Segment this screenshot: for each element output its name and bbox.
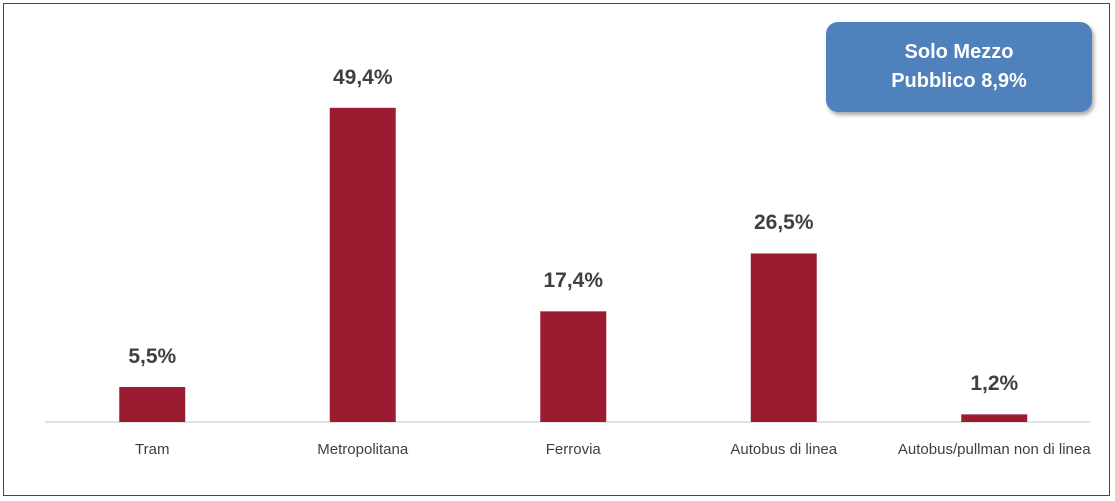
x-tick-label: Ferrovia (545, 441, 601, 458)
value-label: 49,4% (332, 65, 393, 89)
x-tick-label: Tram (135, 441, 170, 458)
value-label: 1,2% (970, 372, 1019, 396)
chart-frame (3, 3, 1110, 496)
x-tick-label: Autobus di linea (730, 441, 838, 458)
bar (540, 311, 607, 422)
bar (329, 107, 396, 422)
bar (750, 253, 817, 422)
value-label: 5,5% (128, 345, 177, 369)
value-label: 26,5% (753, 211, 814, 235)
x-tick-label: Metropolitana (317, 441, 409, 458)
bar (119, 387, 186, 422)
x-tick-label: Autobus/pullman non di linea (897, 441, 1091, 458)
value-label: 17,4% (543, 269, 604, 293)
annotation: Solo Mezzo Pubblico 8,9% (826, 22, 1092, 112)
bar (961, 414, 1028, 422)
